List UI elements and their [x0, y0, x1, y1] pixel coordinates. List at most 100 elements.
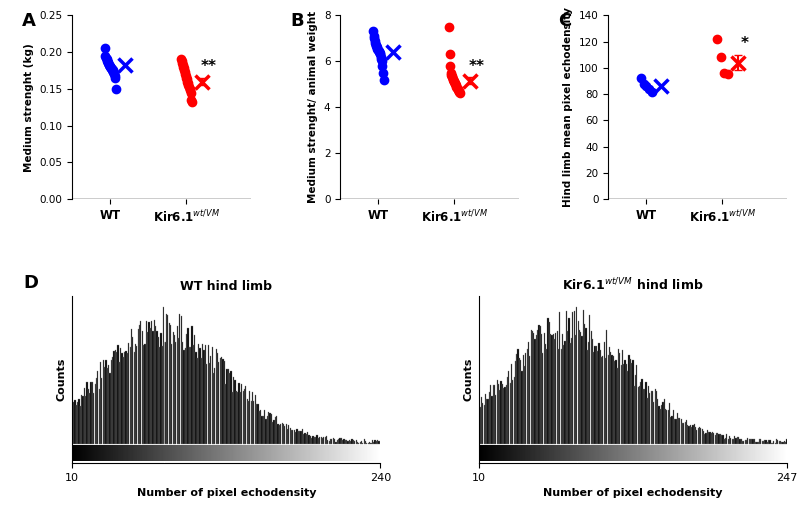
Bar — [622, 364, 624, 444]
Bar — [572, 312, 573, 444]
Bar — [556, 331, 557, 444]
Bar — [558, 312, 560, 444]
Bar — [548, 322, 549, 444]
Bar — [781, 442, 783, 444]
Bar — [336, 440, 338, 444]
Bar — [638, 386, 639, 444]
Bar — [655, 391, 656, 444]
Bar — [253, 401, 254, 444]
Bar — [155, 326, 156, 444]
Bar — [664, 409, 666, 444]
Bar — [374, 440, 375, 444]
Bar — [522, 355, 523, 444]
Bar — [252, 392, 253, 444]
Bar — [760, 441, 762, 444]
Bar — [624, 360, 625, 444]
Bar — [668, 403, 669, 444]
Title: WT hind limb: WT hind limb — [180, 280, 272, 293]
Bar — [496, 380, 497, 444]
Bar — [718, 435, 719, 444]
Bar — [618, 353, 620, 444]
Bar — [643, 389, 645, 444]
Bar — [356, 442, 358, 444]
Bar — [749, 439, 750, 444]
Bar — [778, 441, 779, 444]
Bar — [625, 364, 626, 444]
Bar — [535, 335, 537, 444]
Bar — [186, 334, 187, 444]
Bar — [249, 391, 250, 444]
Bar — [703, 434, 704, 444]
Bar — [213, 373, 214, 444]
Bar — [306, 432, 308, 444]
Bar — [614, 360, 616, 444]
Bar — [543, 333, 544, 444]
Bar — [491, 396, 492, 444]
Bar — [702, 431, 703, 444]
Bar — [666, 410, 668, 444]
Bar — [258, 411, 260, 444]
Bar — [557, 349, 558, 444]
Bar — [516, 349, 518, 444]
Bar — [599, 350, 600, 444]
Bar — [71, 406, 73, 444]
Bar — [348, 440, 350, 444]
Bar — [264, 410, 265, 444]
Bar — [565, 310, 566, 444]
Bar — [630, 363, 631, 444]
Bar — [495, 395, 496, 444]
Bar — [710, 433, 711, 444]
Bar — [583, 324, 585, 444]
Bar — [117, 345, 119, 444]
Bar — [492, 385, 493, 444]
Bar — [304, 433, 306, 444]
Bar — [708, 433, 710, 444]
Bar — [296, 430, 298, 444]
Bar — [355, 440, 356, 444]
Bar — [753, 439, 754, 444]
Bar — [250, 401, 252, 444]
Bar — [736, 437, 737, 444]
Bar — [660, 405, 662, 444]
Bar — [672, 410, 673, 444]
Bar — [500, 381, 501, 444]
Bar — [137, 329, 139, 444]
Bar — [240, 391, 241, 444]
Bar — [160, 333, 161, 444]
Bar — [224, 361, 225, 444]
Bar — [166, 314, 167, 444]
Bar — [370, 443, 371, 444]
Bar — [595, 346, 596, 444]
Bar — [270, 414, 272, 444]
Bar — [272, 422, 273, 444]
Bar — [505, 385, 506, 444]
Bar — [504, 387, 505, 444]
Bar — [159, 347, 160, 444]
Y-axis label: Medium strenght/ animal weight: Medium strenght/ animal weight — [308, 11, 318, 203]
Bar — [541, 353, 543, 444]
Bar — [316, 435, 318, 444]
Bar — [121, 353, 123, 444]
Bar — [229, 373, 230, 444]
Text: D: D — [23, 274, 38, 292]
Bar — [737, 437, 739, 444]
Bar — [324, 437, 326, 444]
Bar — [131, 329, 132, 444]
Bar — [276, 416, 277, 444]
Bar — [268, 412, 269, 444]
Bar — [534, 339, 535, 444]
Bar — [757, 442, 758, 444]
Bar — [352, 440, 354, 444]
Bar — [302, 435, 304, 444]
Bar — [566, 331, 568, 444]
Bar — [764, 440, 766, 444]
Bar — [524, 366, 525, 444]
Bar — [133, 352, 135, 444]
Bar — [484, 394, 485, 444]
Bar — [772, 441, 773, 444]
Bar — [645, 382, 646, 444]
Bar — [674, 419, 676, 444]
Bar — [699, 428, 700, 444]
Bar — [670, 416, 672, 444]
Bar — [656, 399, 658, 444]
